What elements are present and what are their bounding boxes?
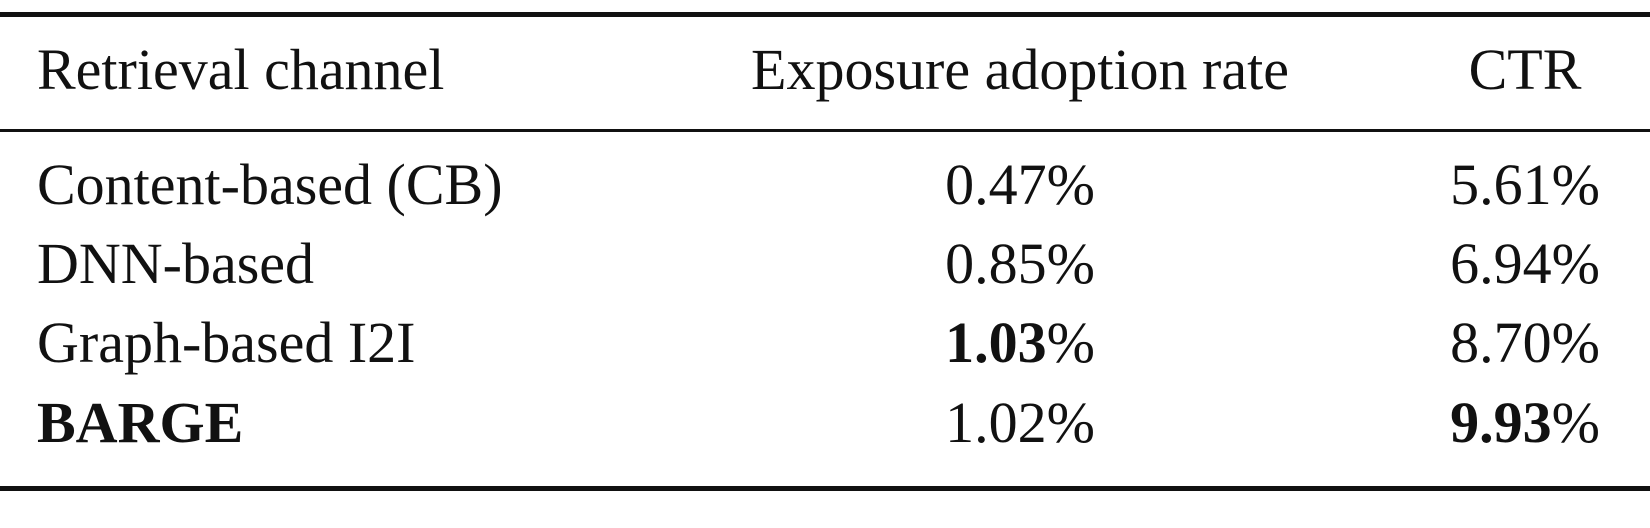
table-cell: 0.47%: [945, 152, 1095, 217]
header-cell: CTR: [1468, 37, 1582, 102]
table-cell: 5.61%: [1450, 152, 1600, 217]
table-cell: 0.85%: [945, 231, 1095, 296]
table-cell: BARGE: [37, 390, 244, 455]
table-cell: 6.94%: [1450, 231, 1600, 296]
mid-rule: [0, 129, 1650, 132]
table-cell: 9.93%: [1450, 390, 1600, 455]
top-rule: [0, 12, 1650, 17]
table-cell: Graph-based I2I: [37, 310, 416, 375]
bottom-rule: [0, 486, 1650, 491]
table-cell: Content-based (CB): [37, 152, 503, 217]
header-cell: Exposure adoption rate: [751, 37, 1289, 102]
table-cell: DNN-based: [37, 231, 315, 296]
table-cell: 1.02%: [945, 390, 1095, 455]
table-cell: 8.70%: [1450, 310, 1600, 375]
table-cell: 1.03%: [945, 310, 1095, 375]
header-cell: Retrieval channel: [37, 37, 445, 102]
